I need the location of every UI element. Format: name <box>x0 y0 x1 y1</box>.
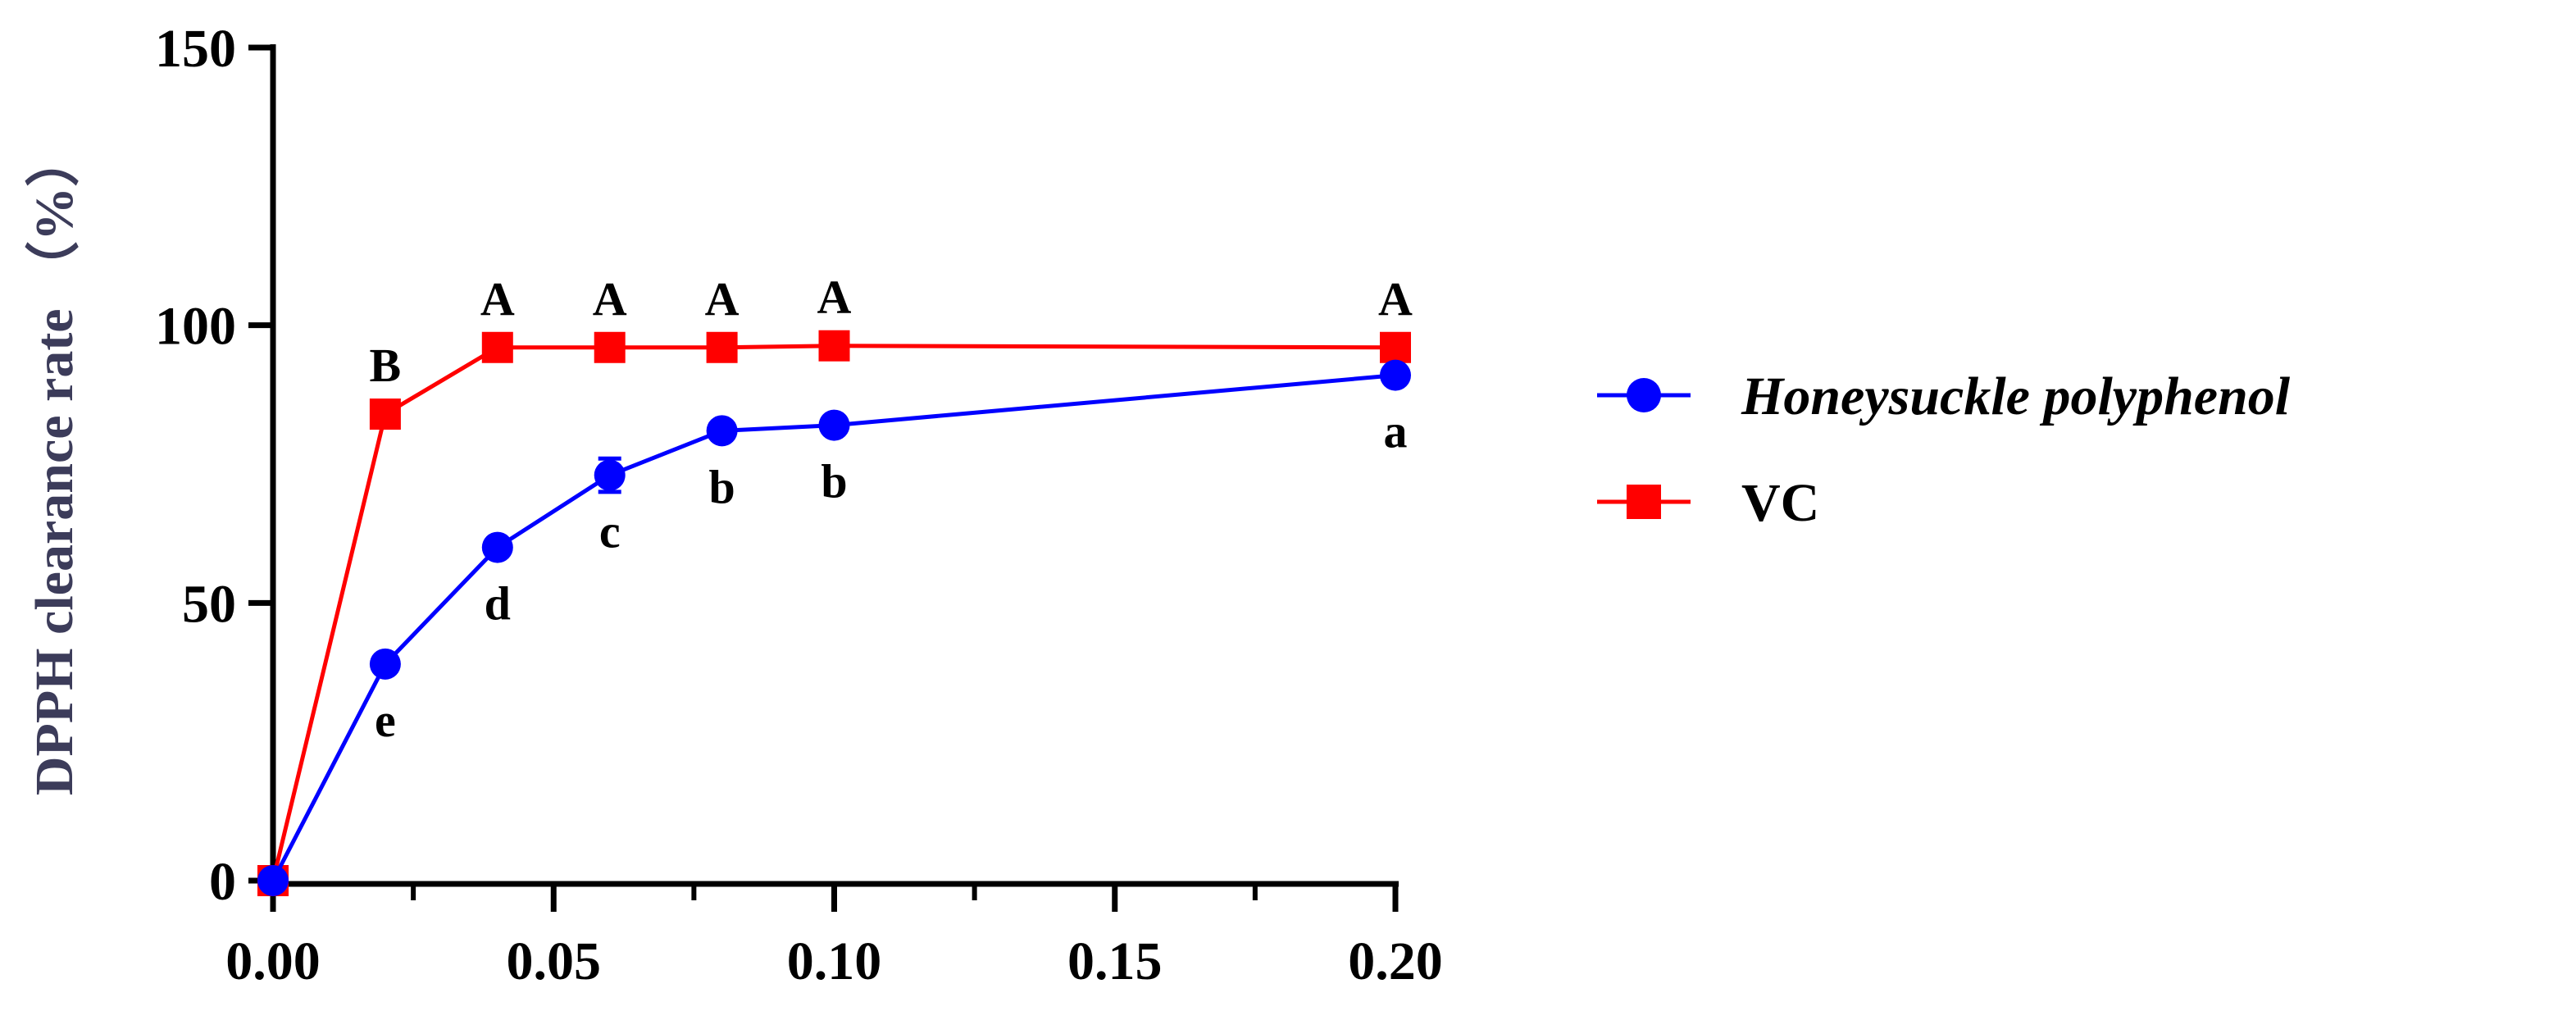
data-point <box>706 331 738 363</box>
legend-marker <box>1627 378 1661 412</box>
data-label: b <box>821 455 847 508</box>
data-point <box>1380 359 1411 391</box>
series-honeysuckle <box>257 359 1411 896</box>
data-point <box>481 331 513 363</box>
y-tick-label: 150 <box>155 19 236 79</box>
x-tick-label: 0.10 <box>787 931 882 991</box>
x-tick-label: 0.05 <box>507 931 602 991</box>
data-label: e <box>375 694 396 747</box>
data-label: A <box>480 272 515 326</box>
legend-item: Honeysuckle polyphenol <box>1597 367 2291 426</box>
data-label: c <box>599 505 621 558</box>
data-point <box>818 409 850 441</box>
x-tick-label: 0.00 <box>225 931 321 991</box>
data-label: A <box>1378 272 1413 326</box>
y-axis-label: DPPH clearance rate （%） <box>24 133 84 795</box>
legend: Honeysuckle polyphenol VC <box>1597 367 2291 533</box>
series-line <box>271 373 1396 882</box>
axes: 0 50 100 150 0.00 0.05 0.10 0.15 0.20 DPPH cleara… <box>24 19 1443 991</box>
data-point <box>369 648 401 680</box>
legend-label: Honeysuckle polyphenol <box>1741 367 2291 426</box>
y-tick-label: 100 <box>155 297 236 357</box>
data-point <box>257 865 289 896</box>
data-label: A <box>705 272 740 326</box>
y-tick-label: 50 <box>182 574 236 634</box>
data-point <box>481 531 513 563</box>
data-point <box>594 331 626 363</box>
data-label: d <box>485 577 511 631</box>
data-label: b <box>708 460 735 513</box>
series-layer <box>257 330 1411 896</box>
legend-item: VC <box>1597 473 1819 533</box>
data-point <box>1380 331 1411 363</box>
data-label: A <box>593 272 627 326</box>
data-label: A <box>817 271 852 324</box>
legend-label: VC <box>1741 473 1819 533</box>
data-point <box>594 459 626 491</box>
y-tick-label: 0 <box>209 852 236 912</box>
data-point <box>818 330 850 362</box>
labels-layer: e d c b b a B A A A A A <box>370 271 1413 747</box>
x-tick-label: 0.20 <box>1348 931 1443 991</box>
legend-marker <box>1627 485 1661 519</box>
data-point <box>369 398 401 430</box>
data-label: B <box>370 339 402 392</box>
data-point <box>706 415 738 447</box>
data-label: a <box>1384 405 1408 458</box>
x-tick-label: 0.15 <box>1067 931 1163 991</box>
